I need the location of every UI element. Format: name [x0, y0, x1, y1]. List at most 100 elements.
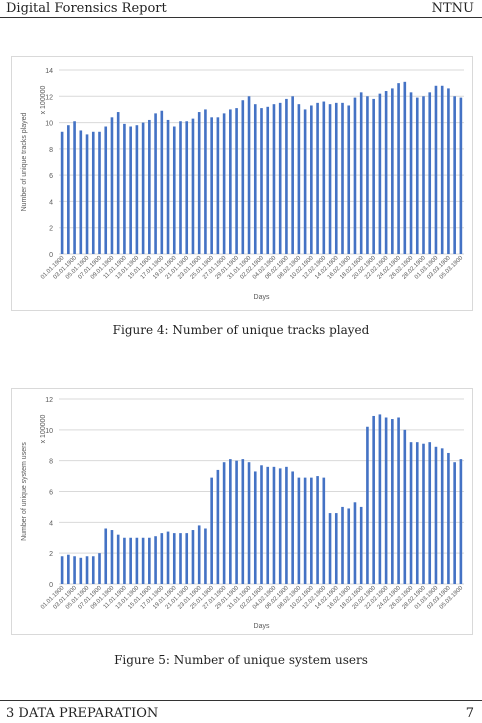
- bar: [166, 531, 170, 584]
- bar: [303, 109, 307, 254]
- bar: [359, 92, 363, 254]
- y-tick-label: 8: [49, 147, 53, 154]
- bar: [378, 414, 382, 584]
- bar: [291, 96, 294, 255]
- bar: [434, 85, 438, 255]
- bar: [253, 104, 257, 254]
- bar: [260, 108, 263, 254]
- bar: [384, 417, 388, 584]
- bar: [160, 533, 164, 584]
- bar: [297, 477, 301, 584]
- bar: [204, 528, 207, 584]
- bar: [278, 468, 282, 584]
- bar: [266, 106, 270, 254]
- bar: [422, 96, 425, 255]
- bar: [247, 96, 251, 255]
- bar: [98, 131, 101, 254]
- bar: [322, 101, 326, 254]
- bar: [141, 537, 145, 584]
- bar: [148, 119, 151, 254]
- bar: [428, 92, 432, 254]
- bar: [328, 513, 332, 584]
- bar: [179, 533, 182, 584]
- bar: [135, 125, 139, 254]
- bar: [459, 97, 463, 254]
- y-tick-label: 6: [49, 490, 53, 497]
- bar: [67, 554, 70, 584]
- y-tick-label: 4: [49, 199, 53, 206]
- bar: [415, 97, 419, 254]
- page-number: 7: [465, 706, 474, 721]
- figure-4-caption: Figure 4: Number of unique tracks played: [112, 323, 370, 337]
- bar: [216, 469, 220, 584]
- bar: [91, 131, 95, 254]
- bar: [453, 462, 456, 584]
- bar: [328, 104, 332, 254]
- bar: [129, 537, 132, 584]
- bar: [303, 477, 307, 584]
- system-users-chart: 0 2 4 6 8 10 12 x 100000 Number of unique system…: [11, 388, 473, 635]
- bar: [415, 442, 419, 584]
- bar: [229, 459, 232, 584]
- bar: [85, 134, 89, 254]
- y-tick-label: 4: [49, 520, 53, 527]
- bar: [459, 459, 463, 584]
- bar: [291, 471, 294, 584]
- bar: [241, 459, 245, 584]
- bar: [60, 131, 64, 254]
- system-users-chart-svg: 0 2 4 6 8 10 12 x 100000 Number of unique system…: [21, 397, 465, 630]
- bar: [316, 102, 319, 254]
- bar: [197, 525, 201, 584]
- bar: [247, 462, 251, 584]
- bar: [266, 466, 270, 584]
- bar: [67, 125, 70, 254]
- x-axis-title: Days: [254, 294, 270, 301]
- y-axis-title: Number of unique system users: [21, 442, 28, 541]
- bar: [397, 83, 400, 254]
- bar: [403, 81, 407, 254]
- bar: [191, 530, 195, 584]
- bar: [347, 105, 351, 254]
- y-tick-label: 6: [49, 173, 53, 180]
- bar: [222, 462, 226, 584]
- bar: [409, 442, 413, 584]
- bar: [316, 476, 319, 584]
- y-tick-label: 0: [49, 582, 53, 589]
- bar: [310, 477, 313, 584]
- bar: [204, 109, 207, 254]
- bar: [185, 121, 189, 254]
- bar: [110, 117, 114, 254]
- report-title: Digital Forensics Report: [6, 1, 167, 16]
- bar: [422, 443, 425, 584]
- bar: [278, 102, 282, 254]
- bar: [123, 537, 126, 584]
- header-rule: [0, 17, 482, 18]
- bar: [222, 113, 226, 254]
- tracks-played-chart-svg: 0 2 4 6 8 10 12 14 x 100000 Number of unique trac…: [21, 68, 465, 301]
- bar: [440, 85, 444, 255]
- bar: [428, 442, 432, 584]
- bar: [104, 126, 108, 254]
- bar: [366, 426, 369, 584]
- bar: [447, 88, 450, 255]
- bar: [104, 528, 108, 584]
- bar: [154, 536, 157, 584]
- bar: [241, 100, 245, 254]
- bar: [235, 460, 238, 584]
- y-tick-label: 8: [49, 459, 53, 466]
- bar: [166, 119, 170, 254]
- bar: [253, 471, 257, 584]
- bar: [79, 130, 83, 254]
- bar: [110, 530, 114, 584]
- bar: [397, 417, 400, 584]
- institution-name: NTNU: [431, 1, 474, 16]
- y-tick-label: 10: [45, 121, 53, 128]
- bar: [359, 506, 363, 584]
- bar: [366, 96, 369, 255]
- section-title: 3 DATA PREPARATION: [6, 706, 159, 721]
- bar: [216, 117, 220, 254]
- bar: [453, 96, 456, 255]
- bar: [116, 112, 120, 254]
- bar: [191, 118, 195, 254]
- y-tick-label: 12: [45, 397, 53, 404]
